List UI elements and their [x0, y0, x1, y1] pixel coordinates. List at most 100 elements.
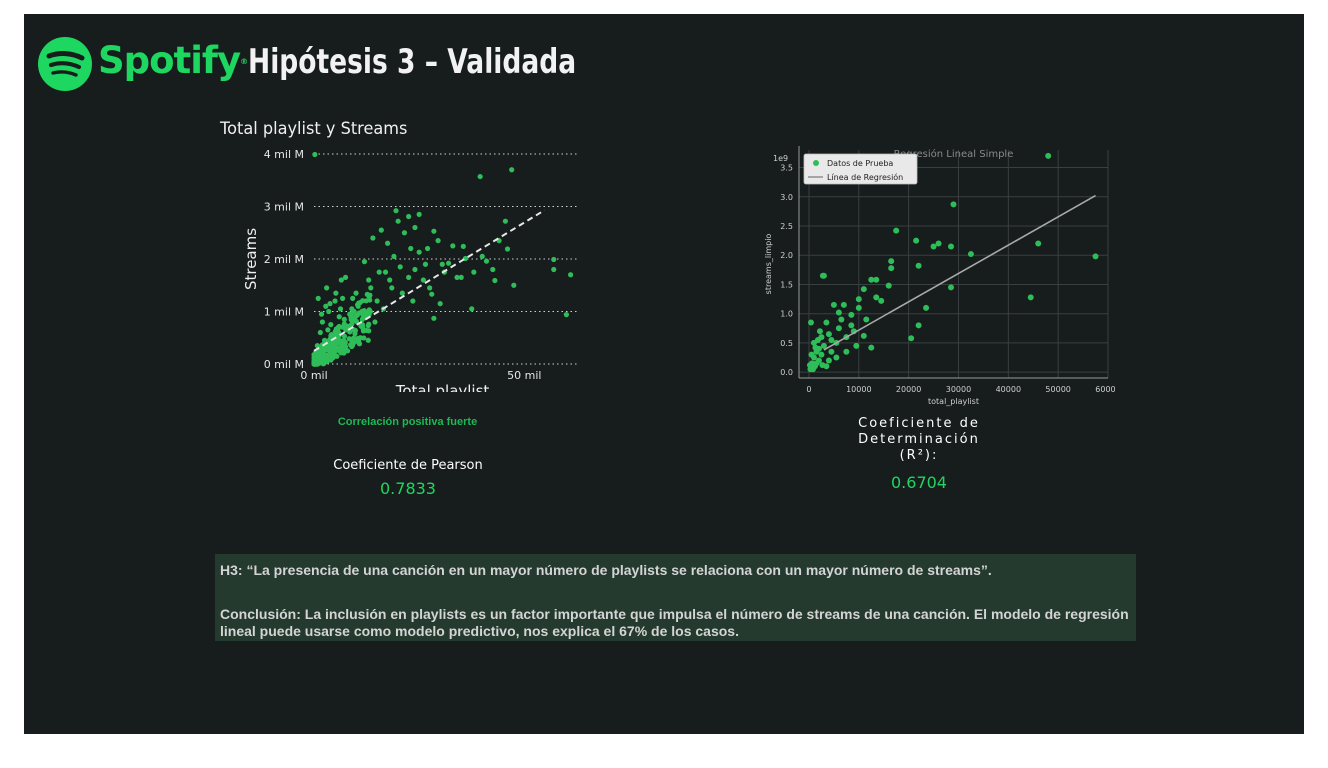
data-point: [431, 315, 437, 321]
data-point: [382, 269, 389, 275]
data-point: [835, 325, 842, 332]
data-point: [330, 345, 336, 351]
data-point: [435, 238, 441, 244]
x-tick-label: 50 mil: [507, 369, 541, 382]
data-point: [893, 227, 900, 234]
data-point: [406, 274, 412, 280]
data-point: [888, 258, 895, 265]
data-point: [843, 348, 850, 355]
data-point: [328, 322, 334, 328]
data-point: [350, 318, 357, 324]
data-point: [406, 213, 412, 220]
data-point: [323, 303, 329, 309]
data-point: [347, 311, 353, 317]
data-point: [825, 331, 832, 338]
data-point: [967, 251, 974, 258]
data-point: [416, 211, 422, 217]
data-point: [469, 306, 475, 312]
data-point: [341, 333, 348, 339]
data-point: [923, 304, 930, 311]
data-point: [806, 362, 813, 369]
data-point: [337, 306, 344, 312]
data-point: [387, 277, 393, 283]
data-point: [319, 350, 326, 357]
data-point: [363, 327, 370, 334]
data-point: [322, 345, 328, 351]
data-point: [427, 285, 433, 291]
data-point: [367, 292, 373, 298]
data-point: [359, 316, 365, 322]
data-point: [317, 329, 323, 336]
data-point: [819, 272, 826, 279]
data-point: [327, 301, 333, 307]
data-point: [860, 286, 867, 293]
data-point: [551, 256, 557, 263]
data-point: [366, 277, 372, 283]
data-point: [567, 272, 574, 278]
data-point: [359, 311, 365, 317]
data-point: [868, 344, 875, 351]
data-point: [840, 301, 847, 308]
data-point: [913, 237, 920, 244]
data-point: [312, 350, 318, 357]
legend-marker-points: [813, 160, 819, 166]
data-point: [340, 340, 347, 346]
data-point: [860, 332, 867, 339]
y-tick-label: 3 mil M: [264, 201, 304, 214]
y-tick-label: 0 mil M: [264, 358, 304, 371]
r2-label-line-2: Determinación: [858, 432, 980, 447]
data-point: [385, 240, 391, 246]
r2-label: Coeficiente de Determinación (R²):: [844, 416, 994, 464]
pearson-label: Coeficiente de Pearson: [333, 458, 483, 473]
data-point: [460, 243, 466, 249]
data-point: [333, 290, 339, 296]
y-tick-label: 0.5: [780, 339, 793, 348]
data-point: [873, 276, 880, 283]
data-point: [509, 167, 515, 173]
data-point: [326, 308, 332, 315]
chart2-title: Regresión Lineal Simple: [894, 148, 1014, 160]
data-point: [408, 245, 414, 252]
data-point: [372, 319, 378, 325]
data-point: [812, 344, 819, 351]
data-point: [353, 313, 359, 319]
data-point: [401, 230, 408, 236]
data-point: [563, 312, 569, 318]
data-point: [368, 285, 374, 291]
data-point: [502, 218, 508, 224]
data-point: [370, 235, 376, 241]
data-point: [551, 266, 557, 273]
spotify-logo: Spotify®: [38, 37, 248, 91]
data-point: [338, 277, 344, 283]
data-point: [833, 354, 840, 361]
data-point: [855, 296, 862, 303]
data-point: [818, 351, 825, 358]
data-point: [825, 357, 832, 364]
data-point: [410, 298, 416, 304]
data-point: [325, 327, 331, 333]
correlation-note: Correlación positiva fuerte: [337, 416, 478, 428]
data-point: [483, 258, 490, 264]
data-point: [320, 355, 326, 361]
data-point: [437, 301, 443, 307]
data-point: [358, 323, 364, 329]
data-point: [412, 266, 418, 273]
legend-label-points: Datos de Prueba: [827, 159, 893, 168]
data-point: [853, 342, 860, 349]
data-point: [424, 245, 431, 252]
spotify-logo-icon: [38, 37, 92, 91]
data-point: [935, 240, 942, 247]
data-point: [355, 303, 361, 309]
data-point: [930, 243, 937, 250]
x-tick-label: 0: [806, 385, 811, 394]
data-point: [807, 319, 814, 326]
chart1-title: Total playlist y Streams: [220, 119, 408, 139]
data-point: [391, 253, 397, 259]
data-point: [885, 282, 892, 289]
data-point: [312, 151, 318, 158]
data-point: [340, 295, 346, 301]
r2-label-line-3: (R²):: [899, 448, 939, 463]
data-point: [393, 208, 399, 214]
data-point: [334, 330, 340, 336]
